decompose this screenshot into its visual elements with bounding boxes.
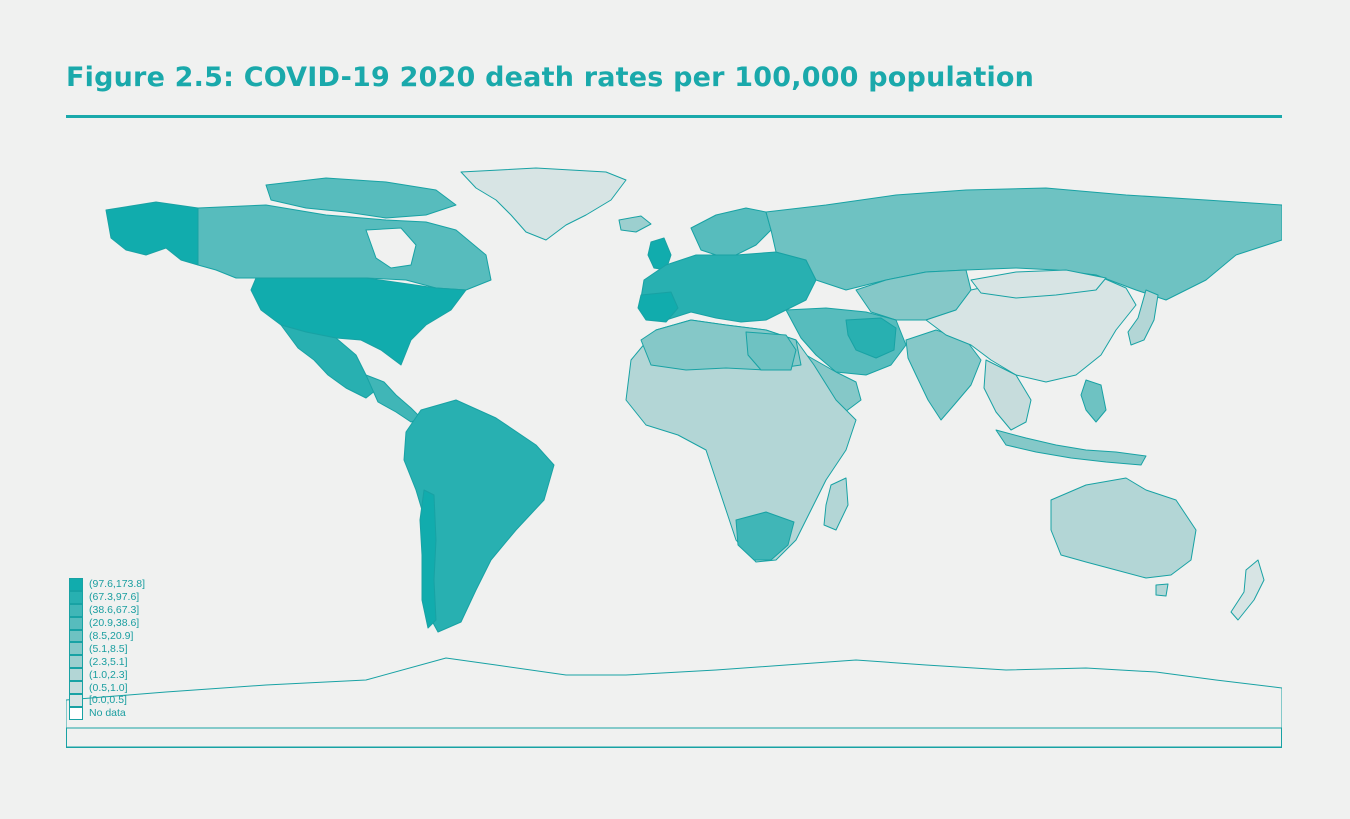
legend-swatch (69, 694, 83, 707)
legend-item: (8.5,20.9] (69, 629, 145, 643)
legend-item: (1.0,2.3] (69, 668, 145, 682)
legend-swatch (69, 616, 83, 630)
region-madagascar (823, 477, 849, 531)
region-indonesia (995, 429, 1147, 466)
figure-title: Figure 2.5: COVID-19 2020 death rates pe… (66, 62, 1035, 93)
legend-item: (67.3,97.6] (69, 590, 145, 604)
legend-swatch (69, 642, 83, 656)
region-tasmania (1155, 583, 1169, 597)
region-iberia (637, 291, 679, 323)
region-chile (419, 489, 437, 629)
legend-item: (38.6,67.3] (69, 603, 145, 617)
legend-swatch (69, 578, 83, 591)
region-japan (1127, 289, 1159, 346)
legend-label: No data (89, 707, 126, 720)
legend-label: (5.1,8.5] (89, 642, 128, 655)
legend-label: (2.3,5.1] (89, 655, 128, 668)
region-central-america (365, 374, 422, 423)
region-south-america (403, 399, 555, 633)
legend-swatch (69, 681, 83, 695)
legend-swatch (69, 603, 83, 617)
map-bottom-frame (66, 727, 1282, 748)
legend-label: (8.5,20.9] (89, 630, 134, 642)
region-russia (765, 187, 1282, 301)
legend-swatch (69, 655, 83, 669)
region-iceland (618, 215, 652, 233)
region-south-africa (735, 511, 795, 561)
legend-swatch (69, 706, 83, 720)
region-mexico (280, 324, 377, 399)
region-iran (845, 317, 897, 359)
legend-label: (97.6,173.8] (89, 578, 146, 591)
legend-label: (38.6,67.3] (89, 604, 140, 617)
region-new-zealand (1230, 559, 1265, 621)
legend-item: (97.6,173.8] (69, 578, 145, 591)
region-se-asia (983, 359, 1032, 431)
region-antarctica (66, 657, 1282, 748)
legend-swatch (69, 629, 83, 643)
legend-item: (2.3,5.1] (69, 655, 145, 669)
region-alaska (105, 201, 199, 266)
region-australia (1050, 477, 1197, 579)
legend-label: (67.3,97.6] (89, 591, 140, 604)
legend-item: (20.9,38.6] (69, 616, 145, 630)
legend-label: (20.9,38.6] (89, 617, 140, 630)
region-mongolia (970, 269, 1107, 299)
legend-item: [0.0,0.5] (69, 694, 145, 707)
legend-label: [0.0,0.5] (89, 694, 127, 707)
legend-item: No data (69, 706, 145, 720)
region-canada (197, 204, 492, 291)
region-usa (250, 277, 467, 366)
region-greenland (460, 167, 627, 241)
region-egypt (745, 331, 797, 371)
region-philippines (1080, 379, 1107, 423)
legend-swatch (69, 590, 83, 604)
region-hudson-bay (365, 227, 417, 269)
world-map-svg (66, 167, 1282, 748)
legend-item: (5.1,8.5] (69, 642, 145, 656)
region-scandinavia (690, 207, 772, 256)
legend-label: (1.0,2.3] (89, 668, 128, 681)
legend-label: (0.5,1.0] (89, 681, 128, 694)
map-legend: (97.6,173.8] (67.3,97.6] (38.6,67.3] (20.9,… (69, 578, 145, 720)
world-map: (97.6,173.8] (67.3,97.6] (38.6,67.3] (20.9,… (66, 160, 1282, 748)
title-rule (66, 115, 1282, 118)
legend-item: (0.5,1.0] (69, 681, 145, 695)
region-arctic-islands (265, 177, 457, 219)
legend-swatch (69, 668, 83, 682)
